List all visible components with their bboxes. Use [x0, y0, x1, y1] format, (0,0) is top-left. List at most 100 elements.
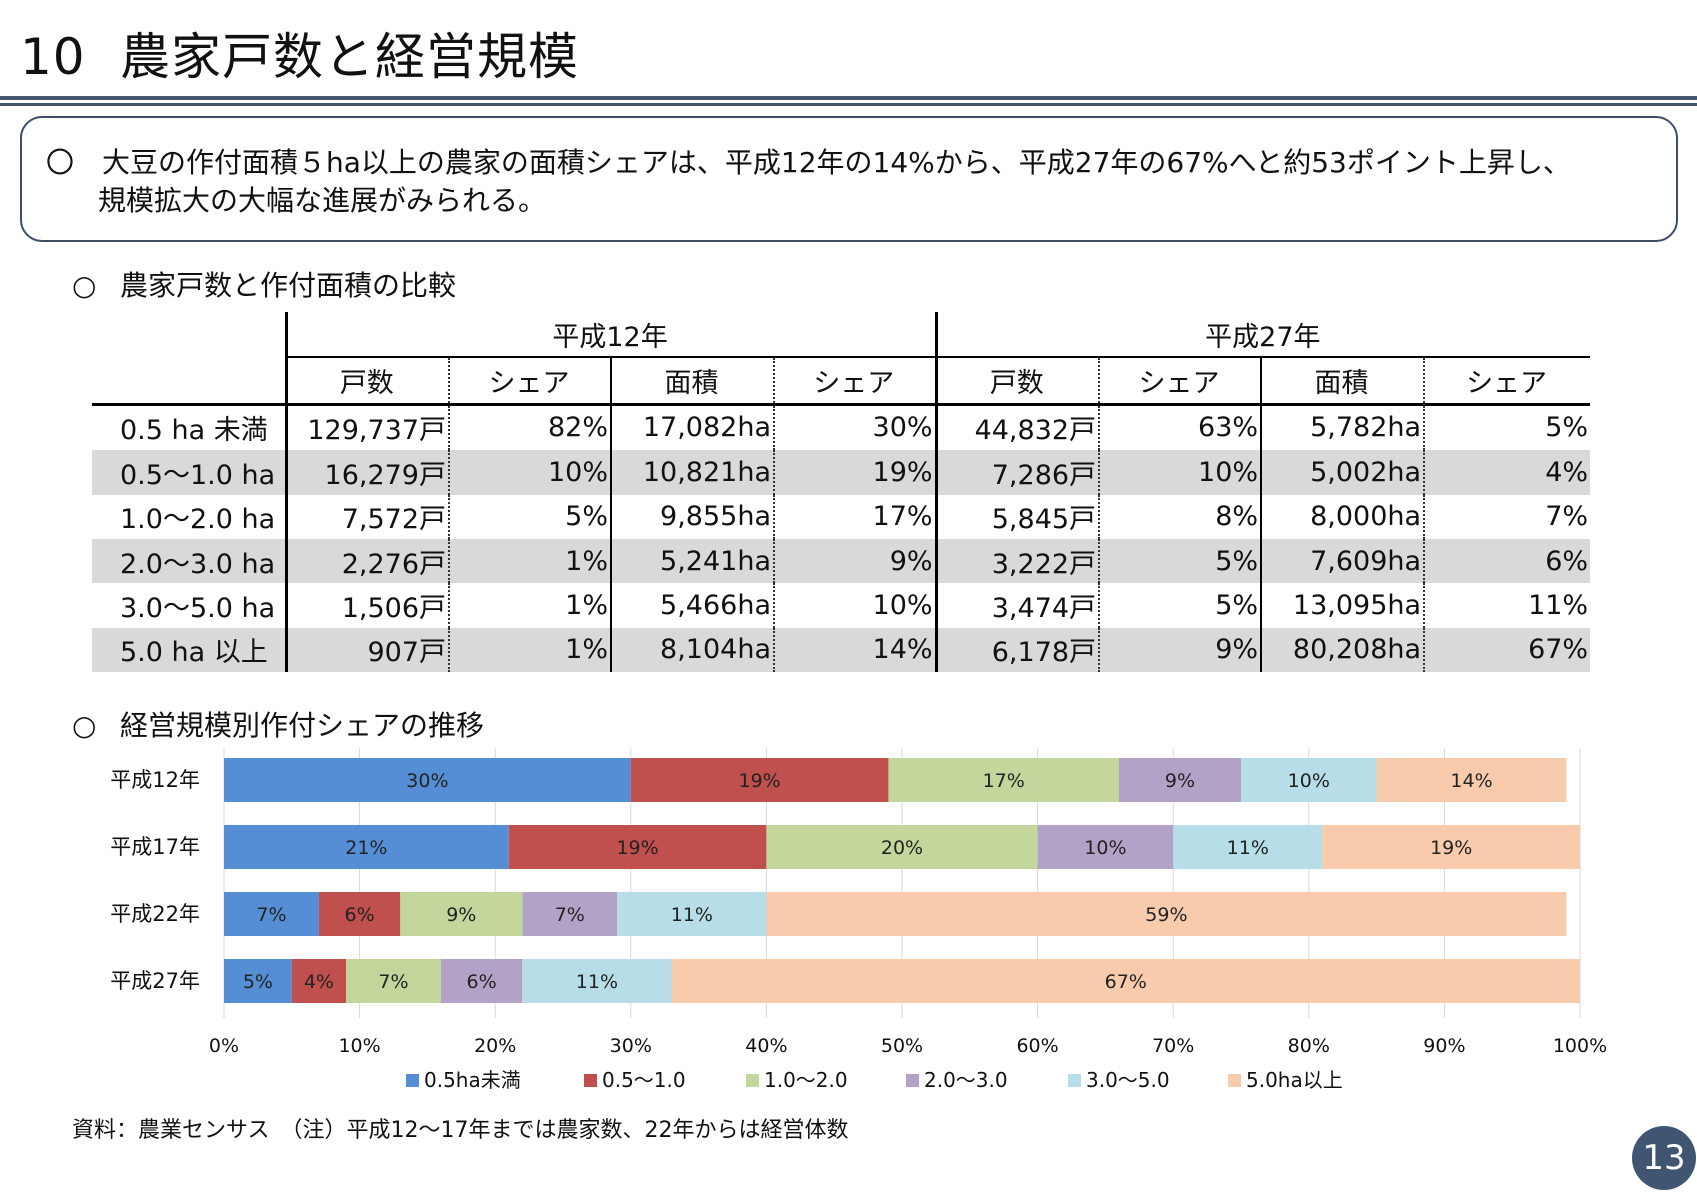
- table-cell: 11%: [1528, 589, 1589, 621]
- data-label: 19%: [1430, 837, 1472, 859]
- x-tick-label: 60%: [1016, 1035, 1058, 1057]
- table-cell: 1,506戸: [286, 583, 450, 628]
- source-note: 資料：農業センサス （注）平成12～17年までは農家数、22年からは経営体数: [72, 1118, 849, 1143]
- table-cell: 5%: [1545, 412, 1589, 444]
- table-cell: 82%: [449, 404, 612, 451]
- legend-swatch: [584, 1074, 597, 1087]
- data-label: 21%: [345, 837, 387, 859]
- data-label: 19%: [739, 770, 781, 792]
- row-label: 5.0 ha 以上: [92, 627, 288, 672]
- summary-line-1: 大豆の作付面積５ha以上の農家の面積シェアは、平成12年の14%から、平成27年…: [102, 146, 1571, 179]
- table-cell: 7%: [1545, 501, 1589, 533]
- table-heading-bullet: ○: [72, 269, 97, 302]
- bar-segment: [766, 825, 1038, 869]
- bar-segment: [522, 892, 618, 936]
- table-cell: 63%: [1099, 404, 1263, 451]
- data-label: 14%: [1450, 770, 1492, 792]
- bar-segment: [440, 959, 523, 1003]
- data-label: 9%: [446, 904, 476, 926]
- table-cell: 907戸: [286, 627, 450, 672]
- bar-segment: [1173, 825, 1323, 869]
- table-cell: 7,286戸: [936, 450, 1101, 495]
- bar-segment: [1376, 758, 1567, 802]
- data-label: 11%: [671, 904, 713, 926]
- table-cell: 30%: [774, 404, 938, 451]
- bar-segment: [522, 959, 672, 1003]
- table-cell: 5%: [1099, 583, 1263, 628]
- row-label: 0.5～1.0 ha: [92, 450, 288, 495]
- table-cell: 14%: [774, 627, 938, 672]
- title-rule-top: [0, 96, 1697, 100]
- row-label: 1.0～2.0 ha: [92, 494, 288, 539]
- col-header: 面積: [1261, 357, 1426, 406]
- table-cell: 5%: [1099, 538, 1263, 584]
- page-number-badge: 13: [1632, 1126, 1696, 1190]
- legend-label: 3.0～5.0: [1086, 1068, 1170, 1092]
- table-cell: 7,609ha: [1261, 538, 1426, 584]
- table-cell: 19%: [774, 450, 938, 495]
- table-cell: 9%: [1099, 627, 1263, 672]
- data-label: 19%: [616, 837, 658, 859]
- table-cell: 3,222戸: [936, 538, 1101, 584]
- x-tick-label: 20%: [474, 1035, 516, 1057]
- table-cell: 17,082ha: [611, 404, 775, 451]
- title-rule-bottom: [0, 103, 1697, 106]
- chart-heading-bullet: ○: [72, 709, 97, 742]
- bar-segment: [766, 892, 1567, 936]
- table-cell: 8%: [1099, 494, 1263, 539]
- table-row: 2.0～3.0 ha 2,276戸 1% 5,241ha 9% 3,222戸 5…: [92, 538, 1591, 584]
- category-label: 平成12年: [110, 768, 200, 792]
- table-cell: 10%: [449, 450, 612, 495]
- x-tick-label: 50%: [881, 1035, 923, 1057]
- table-cell: 8,104ha: [611, 627, 775, 672]
- legend-label: 5.0ha以上: [1246, 1068, 1343, 1092]
- x-tick-label: 30%: [610, 1035, 652, 1057]
- x-tick-label: 40%: [745, 1035, 787, 1057]
- table-cell: 44,832戸: [936, 404, 1101, 451]
- table-cell: 5,241ha: [611, 538, 775, 584]
- table-cell: 7,572戸: [286, 494, 450, 539]
- data-label: 17%: [983, 770, 1025, 792]
- table-row: 0.5～1.0 ha 16,279戸 10% 10,821ha 19% 7,28…: [92, 450, 1591, 495]
- x-tick-label: 0%: [209, 1035, 239, 1057]
- bar-segment: [346, 959, 441, 1003]
- x-tick-label: 70%: [1152, 1035, 1194, 1057]
- table-cell: 2,276戸: [286, 538, 450, 584]
- data-label: 11%: [1227, 837, 1269, 859]
- bar-segment: [224, 825, 509, 869]
- table-row: 5.0 ha 以上 907戸 1% 8,104ha 14% 6,178戸 9% …: [92, 627, 1591, 672]
- bar-segment: [671, 959, 1580, 1003]
- table-cell: 1%: [449, 627, 612, 672]
- share-trend-chart: 0% 10% 20% 30% 40% 50% 60% 70% 80% 90% 100% 平成12年 30…: [110, 748, 1607, 1092]
- bar-segment: [224, 758, 631, 802]
- table-row: 3.0～5.0 ha 1,506戸 1% 5,466ha 10% 3,474戸 …: [92, 583, 1590, 628]
- table-cell: 3,474戸: [936, 583, 1101, 628]
- col-header: 面積: [611, 357, 775, 406]
- table-cell: 13,095ha: [1261, 583, 1426, 628]
- data-label: 30%: [406, 770, 448, 792]
- data-label: 5%: [243, 971, 273, 993]
- bar-segment: [1322, 825, 1580, 869]
- table-cell: 5,002ha: [1261, 450, 1426, 495]
- legend-swatch: [906, 1074, 919, 1087]
- legend-swatch: [1068, 1074, 1081, 1087]
- bar-segment: [888, 758, 1119, 802]
- table-cell: 6%: [1424, 538, 1591, 584]
- x-tick-label: 90%: [1423, 1035, 1465, 1057]
- bar-segment: [291, 959, 347, 1003]
- table-cell: 5%: [449, 494, 612, 539]
- col-header: シェア: [449, 357, 612, 406]
- table-cell: 1%: [449, 538, 612, 584]
- table-cell: 67%: [1424, 627, 1591, 672]
- table-cell: 4%: [1424, 450, 1591, 495]
- col-header: 戸数: [286, 357, 450, 406]
- col-header: シェア: [1424, 357, 1591, 406]
- col-header: シェア: [774, 357, 938, 406]
- comparison-table: 平成12年 平成27年 戸数 シェア 面積 シェア 戸数 シェア 面積 シェア …: [92, 312, 1591, 672]
- bar-segment: [1118, 758, 1241, 802]
- category-label: 平成22年: [110, 902, 200, 926]
- summary-box: 〇大豆の作付面積５ha以上の農家の面積シェアは、平成12年の14%から、平成27…: [20, 116, 1678, 242]
- table-heading: ○ 農家戸数と作付面積の比較: [72, 268, 456, 304]
- bar-segment: [1241, 758, 1377, 802]
- col-header: 戸数: [936, 357, 1101, 406]
